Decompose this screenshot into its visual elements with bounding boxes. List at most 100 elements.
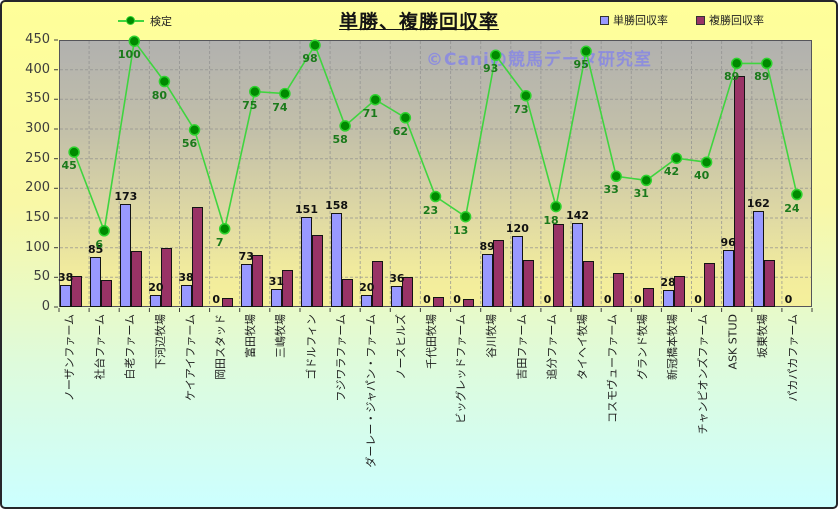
bar-tansho-15	[481, 254, 493, 307]
bar-fukusho-4	[161, 247, 173, 307]
bar-tansho-7	[240, 263, 252, 307]
bar-tansho-1	[60, 284, 72, 307]
kentei-label-2: 6	[95, 237, 104, 251]
tansho-swatch-icon	[600, 15, 609, 25]
bar-fukusho-21	[673, 275, 685, 307]
chart-title: 単勝、複勝回収率	[338, 11, 500, 33]
x-label-19: コスモヴューファーム	[605, 314, 619, 424]
kentei-label-8: 74	[272, 100, 288, 114]
bar-tansho-4	[150, 295, 162, 307]
x-label-4: 下河辺牧場	[153, 314, 167, 369]
kentei-label-12: 62	[392, 124, 409, 138]
x-label-9: ゴドルフィン	[304, 314, 318, 380]
bar-tansho-9	[301, 217, 312, 307]
bar-fukusho-23	[733, 75, 745, 307]
bar-fukusho-10	[342, 279, 354, 307]
x-label-12: ノースヒルズ	[394, 314, 408, 380]
y-tick-label-150: 150	[25, 210, 50, 225]
kentei-label-14: 13	[452, 223, 469, 237]
x-label-22: チャンピオンズファーム	[696, 314, 710, 435]
y-tick-label-300: 300	[25, 121, 50, 136]
y-tick-label-450: 450	[25, 32, 50, 47]
kentei-line-marker-icon	[118, 16, 144, 25]
kentei-label-7: 75	[242, 98, 258, 112]
y-tick-label-400: 400	[25, 61, 50, 77]
y-tick-label-100: 100	[25, 239, 50, 255]
x-label-13: 千代田牧場	[425, 314, 438, 369]
x-label-5: ケイアイファーム	[184, 314, 197, 401]
kentei-label-9: 98	[302, 52, 318, 66]
tansho-label-3: 173	[114, 190, 138, 204]
kentei-label-17: 18	[543, 213, 559, 227]
x-label-15: 谷川牧場	[485, 314, 499, 358]
kentei-label-21: 42	[663, 165, 680, 179]
bar-fukusho-5	[191, 207, 203, 307]
bar-tansho-5	[180, 284, 192, 307]
bar-fukusho-7	[251, 255, 263, 307]
x-label-8: 三嶋牧場	[274, 314, 288, 358]
x-label-6: 岡田スタッド	[214, 314, 228, 380]
x-label-10: フジワラファーム	[334, 314, 348, 402]
kentei-label-10: 58	[332, 132, 348, 146]
bar-tansho-10	[331, 213, 343, 307]
legend-tansho-label: 単勝回収率	[613, 14, 668, 27]
y-tick-label-350: 350	[25, 91, 50, 107]
legend-kentei-label: 検定	[150, 15, 172, 28]
bar-fukusho-14	[462, 299, 474, 307]
bar-fukusho-22	[703, 262, 715, 307]
bar-fukusho-13	[432, 296, 444, 307]
kentei-label-16: 73	[513, 102, 529, 116]
tansho-label-14: 0	[453, 293, 461, 306]
bar-fukusho-18	[583, 260, 595, 307]
tansho-label-24: 162	[746, 196, 770, 210]
bar-tansho-23	[722, 250, 734, 307]
bar-tansho-3	[120, 204, 132, 307]
bar-tansho-2	[90, 256, 102, 307]
bar-fukusho-8	[281, 270, 293, 307]
x-label-11: ダーレー・ジャパン・ファーム	[364, 314, 378, 468]
kentei-label-24: 89	[754, 70, 770, 84]
bar-fukusho-6	[221, 298, 233, 307]
tansho-label-17: 0	[543, 293, 552, 306]
tansho-label-21: 28	[660, 276, 676, 290]
tansho-label-2: 85	[88, 242, 104, 256]
bar-tansho-24	[752, 210, 764, 307]
bar-fukusho-3	[131, 250, 143, 307]
tansho-label-20: 0	[633, 293, 642, 306]
kentei-label-20: 31	[633, 187, 649, 201]
legend-bars: 単勝回収率 複勝回収率	[600, 12, 764, 28]
y-tick-label-50: 50	[33, 269, 50, 285]
legend-kentei: 検定	[118, 13, 172, 29]
x-label-25: パカパカファーム	[786, 314, 800, 402]
y-tick-label-250: 250	[25, 150, 50, 166]
tansho-label-5: 38	[178, 270, 194, 284]
x-label-23: ASK STUD	[726, 314, 740, 370]
bar-fukusho-24	[763, 259, 775, 307]
bar-fukusho-2	[101, 280, 113, 307]
bar-fukusho-17	[553, 223, 564, 307]
kentei-label-3: 100	[117, 48, 141, 62]
tansho-label-9: 151	[295, 203, 318, 217]
tansho-label-18: 142	[566, 208, 590, 222]
kentei-label-13: 23	[422, 203, 439, 217]
kentei-label-19: 33	[603, 183, 619, 197]
tansho-label-15: 89	[479, 240, 495, 254]
bar-fukusho-16	[522, 259, 534, 307]
tansho-label-13: 0	[423, 293, 431, 306]
bar-fukusho-9	[312, 234, 323, 307]
x-label-2: 社台ファーム	[93, 314, 107, 380]
bar-tansho-8	[270, 288, 282, 307]
bar-tansho-11	[361, 295, 373, 307]
tansho-label-8: 31	[268, 274, 285, 288]
legend-fukusho: 複勝回収率	[696, 12, 764, 28]
fukusho-swatch-icon	[696, 15, 705, 25]
bar-fukusho-15	[492, 240, 504, 307]
kentei-label-25: 24	[784, 201, 800, 215]
x-label-14: ビッグレッドファーム	[455, 314, 469, 424]
bar-fukusho-11	[372, 260, 384, 307]
bar-tansho-18	[572, 222, 584, 307]
kentei-label-1: 45	[61, 159, 77, 173]
bar-tansho-21	[662, 290, 674, 307]
watermark: ©Caniの競馬データ研究室	[426, 50, 652, 70]
